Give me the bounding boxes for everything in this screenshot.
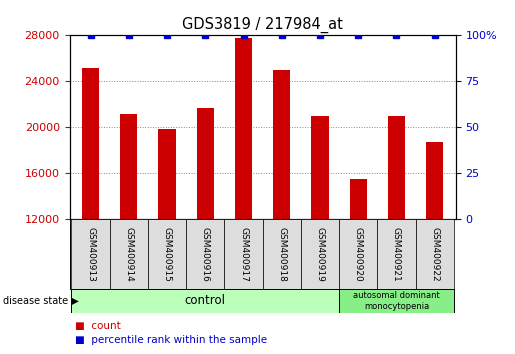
Bar: [301, 219, 339, 289]
Text: ■  count: ■ count: [75, 321, 121, 331]
Text: GSM400920: GSM400920: [354, 227, 363, 281]
Text: GSM400917: GSM400917: [239, 227, 248, 281]
Text: GSM400913: GSM400913: [86, 227, 95, 281]
Bar: [377, 219, 416, 289]
Text: GSM400922: GSM400922: [430, 227, 439, 281]
Bar: [186, 219, 225, 289]
Text: GSM400914: GSM400914: [124, 227, 133, 281]
Bar: [225, 219, 263, 289]
Bar: [72, 289, 339, 313]
Bar: [120, 114, 138, 219]
Text: control: control: [185, 295, 226, 307]
Text: GSM400919: GSM400919: [316, 227, 324, 281]
Text: autosomal dominant
monocytopenia: autosomal dominant monocytopenia: [353, 291, 440, 310]
Bar: [388, 116, 405, 219]
Bar: [339, 289, 454, 313]
Bar: [350, 179, 367, 219]
Text: GSM400915: GSM400915: [163, 227, 171, 281]
Text: GSM400921: GSM400921: [392, 227, 401, 281]
Bar: [426, 142, 443, 219]
Bar: [197, 108, 214, 219]
Bar: [312, 116, 329, 219]
Bar: [235, 38, 252, 219]
Text: disease state ▶: disease state ▶: [3, 296, 78, 306]
Bar: [159, 129, 176, 219]
Bar: [416, 219, 454, 289]
Bar: [110, 219, 148, 289]
Bar: [339, 219, 377, 289]
Bar: [148, 219, 186, 289]
Text: ■  percentile rank within the sample: ■ percentile rank within the sample: [75, 335, 267, 345]
Bar: [72, 219, 110, 289]
Bar: [82, 68, 99, 219]
Title: GDS3819 / 217984_at: GDS3819 / 217984_at: [182, 16, 343, 33]
Text: GSM400916: GSM400916: [201, 227, 210, 281]
Bar: [273, 70, 290, 219]
Bar: [263, 219, 301, 289]
Text: GSM400918: GSM400918: [277, 227, 286, 281]
